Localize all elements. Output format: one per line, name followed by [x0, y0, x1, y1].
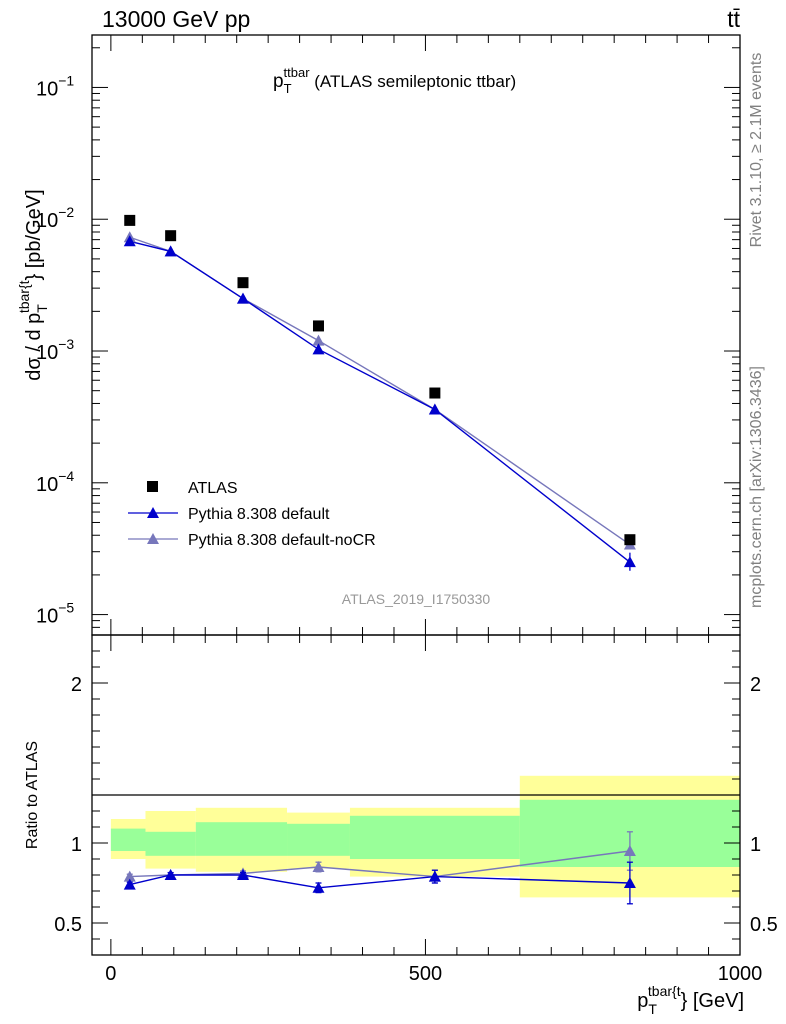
- x-tick-label: 500: [409, 963, 442, 985]
- ratio-inner-band: [110, 828, 146, 851]
- atlas-data-point: [312, 320, 324, 332]
- atlas-data-point: [429, 387, 441, 399]
- ratio-inner-band: [349, 815, 520, 859]
- analysis-label: ATLAS_2019_I1750330: [342, 591, 491, 607]
- atlas-data-point: [165, 230, 177, 242]
- plot-title: pTttbar (ATLAS semileptonic ttbar): [273, 65, 516, 96]
- main-point-marker: [164, 245, 177, 257]
- x-tick-label: 1000: [718, 963, 763, 985]
- main-series-line: [129, 240, 631, 563]
- rivet-version-label: Rivet 3.1.10, ≥ 2.1M events: [748, 53, 765, 248]
- main-point-marker: [236, 292, 249, 304]
- ratio-point-marker: [123, 870, 136, 882]
- x-label-sub: T: [648, 1001, 657, 1017]
- legend-marker-pythia-nocr: [147, 533, 159, 544]
- main-point-marker: [428, 403, 441, 415]
- ratio-y-tick-label-left: 0.5: [54, 914, 82, 936]
- atlas-data-point: [624, 534, 636, 546]
- legend-label-pythia-nocr: Pythia 8.308 default-noCR: [188, 532, 376, 549]
- main-y-tick-label: 10−3: [36, 336, 74, 364]
- legend-entry-pythia-nocr: Pythia 8.308 default-noCR: [128, 532, 376, 549]
- ratio-y-tick-label-left: 1: [71, 834, 82, 856]
- ratio-point-marker: [123, 878, 136, 890]
- main-y-label-sup: tbar{t: [16, 280, 32, 313]
- legend-label-atlas: ATLAS: [188, 480, 238, 497]
- mcplots-label: mcplots.cern.ch [arXiv:1306.3436]: [748, 366, 765, 608]
- ratio-plot-frame: [91, 634, 741, 956]
- legend-label-pythia-default: Pythia 8.308 default: [188, 506, 330, 523]
- legend: ATLAS Pythia 8.308 default Pythia 8.308 …: [128, 480, 376, 549]
- x-label-pre: p: [637, 990, 648, 1012]
- ratio-panel: 0.5 0.5 1 1 2 2 0 500 1000 Ratio to ATLAS pTtbar…: [24, 634, 778, 1017]
- ratio-point-marker: [164, 869, 177, 880]
- ratio-series-line: [129, 850, 630, 878]
- ratio-point-marker: [312, 881, 325, 893]
- x-label-post: } [GeV]: [681, 990, 744, 1012]
- ratio-uncertainty-bands: [110, 775, 740, 898]
- main-y-tick-label: 10−2: [36, 204, 74, 232]
- ratio-inner-band: [287, 823, 350, 856]
- ratio-point-marker: [428, 870, 441, 882]
- ratio-y-tick-label-left: 2: [71, 674, 82, 696]
- main-y-label-post: } [pb/GeV]: [23, 189, 45, 280]
- main-point-marker: [312, 343, 325, 355]
- main-y-label-pre: dσ / d p: [23, 313, 45, 381]
- atlas-data-point: [124, 214, 136, 226]
- plot-title-sup: ttbar: [284, 65, 311, 80]
- ratio-inner-band: [145, 831, 196, 856]
- x-axis-label: pTtbar{t} [GeV]: [637, 983, 744, 1017]
- ratio-y-axis-label: Ratio to ATLAS: [24, 741, 41, 849]
- ratio-point-marker: [312, 861, 325, 872]
- main-point-marker: [312, 334, 325, 346]
- plot-title-main: p: [273, 71, 284, 92]
- main-y-tick-label: 10−4: [36, 468, 74, 496]
- ratio-point-marker: [623, 845, 636, 856]
- ratio-point-marker: [236, 869, 249, 880]
- ratio-inner-band: [195, 822, 288, 856]
- plot-title-rest: (ATLAS semileptonic ttbar): [310, 72, 517, 91]
- legend-marker-atlas: [147, 481, 158, 492]
- main-y-label-sub: T: [34, 304, 50, 313]
- main-point-marker: [123, 235, 136, 247]
- legend-marker-pythia-default: [147, 507, 159, 518]
- ratio-y-tick-label-right: 2: [750, 674, 761, 696]
- main-y-tick-label: 10−5: [36, 600, 74, 628]
- main-panel: 10−110−210−310−410−5 pTttbar (ATLAS semi…: [16, 34, 741, 636]
- legend-entry-atlas: ATLAS: [147, 480, 238, 497]
- main-y-axis-label: dσ / d pTtbar{t} [pb/GeV]: [16, 189, 50, 380]
- ratio-tick-labels: 0.5 0.5 1 1 2 2 0 500 1000: [54, 674, 778, 985]
- ratio-y-tick-label-right: 0.5: [750, 914, 778, 936]
- atlas-data-point: [237, 277, 249, 289]
- ratio-axis-ticks: [92, 635, 741, 955]
- ratio-y-tick-label-right: 1: [750, 834, 761, 856]
- legend-entry-pythia-default: Pythia 8.308 default: [128, 506, 330, 523]
- main-y-tick-labels: 10−1 10−2 10−3 10−4 10−5: [36, 72, 74, 627]
- ratio-series-line: [129, 874, 630, 889]
- header-energy-label: 13000 GeV pp: [102, 6, 250, 32]
- main-y-tick-label: 10−1: [36, 72, 74, 100]
- main-series-line: [129, 236, 631, 546]
- x-tick-label: 0: [105, 963, 116, 985]
- header-process-label: tt̄: [727, 6, 740, 32]
- plot-title-sub: T: [284, 81, 292, 96]
- x-label-sup: tbar{t: [648, 983, 681, 999]
- ratio-point-marker: [623, 877, 636, 888]
